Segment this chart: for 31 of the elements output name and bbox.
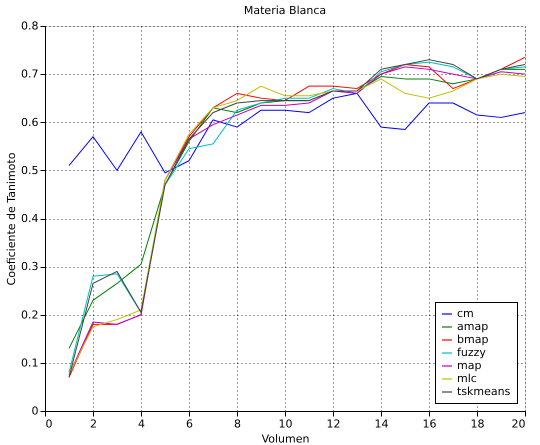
legend-label: cm: [457, 307, 474, 320]
x-axis-title: Volumen: [262, 432, 310, 445]
legend-label: amap: [457, 320, 488, 333]
y-tick-label: 0.1: [21, 356, 38, 370]
y-tick-label: 0: [32, 404, 38, 418]
line-series: [68, 92, 525, 174]
legend-label: map: [457, 359, 482, 372]
x-tick-label: 6: [186, 418, 193, 430]
chart-title: Materia Blanca: [244, 4, 326, 17]
y-tick-label: 0.2: [21, 308, 38, 322]
x-tick-label: 16: [422, 418, 436, 430]
x-tick-label: 0: [46, 418, 52, 430]
y-tick-label: 0.6: [21, 116, 38, 129]
x-tick-label: 14: [374, 418, 388, 430]
x-tick-label: 18: [470, 418, 484, 430]
x-tick-label: 10: [278, 418, 292, 430]
legend-label: bmap: [457, 333, 488, 346]
y-axis-title: Coeficiente de Tanimoto: [5, 152, 18, 286]
legend-label: fuzzy: [457, 346, 486, 359]
y-tick-label: 0.7: [21, 68, 38, 81]
x-tick-label: 8: [234, 418, 241, 430]
y-tick-label: 0.5: [21, 164, 38, 177]
x-tick-label: 20: [512, 418, 526, 430]
y-tick-label: 0.8: [21, 20, 38, 32]
legend-label: mlc: [457, 372, 477, 385]
x-tick-label: 2: [90, 418, 97, 430]
x-tick-label: 12: [326, 418, 340, 430]
x-tick-label: 4: [138, 418, 145, 430]
y-tick-label: 0.4: [21, 212, 38, 225]
legend-label: tskmeans: [457, 385, 511, 398]
y-tick-label: 0.3: [21, 260, 38, 274]
